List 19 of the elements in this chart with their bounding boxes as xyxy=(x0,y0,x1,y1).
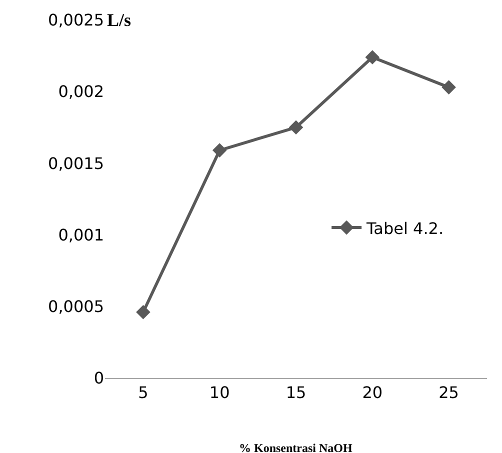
point xyxy=(442,80,456,94)
point xyxy=(212,143,227,158)
point xyxy=(365,50,380,64)
x-tick-label: 10 xyxy=(209,383,230,402)
y-tick-label: 0,001 xyxy=(58,225,104,244)
y-tick-label: 0,002 xyxy=(58,82,104,102)
y-axis-title: L/s xyxy=(107,10,132,30)
y-tick-label: 0,0005 xyxy=(48,297,104,316)
x-tick-label: 5 xyxy=(138,383,148,402)
y-tick-label: 0,0025 xyxy=(48,10,104,30)
y-tick-label: 0 xyxy=(94,368,104,388)
point xyxy=(288,120,304,135)
legend-label: Tabel 4.2. xyxy=(366,218,444,238)
x-tick-label: 25 xyxy=(438,383,459,402)
point xyxy=(136,304,150,320)
x-tick-label: 15 xyxy=(286,383,306,402)
x-tick-label: 20 xyxy=(362,383,383,402)
x-axis-title: % Konsentrasi NaOH xyxy=(239,441,354,453)
y-tick-label: 0,0015 xyxy=(48,154,104,173)
